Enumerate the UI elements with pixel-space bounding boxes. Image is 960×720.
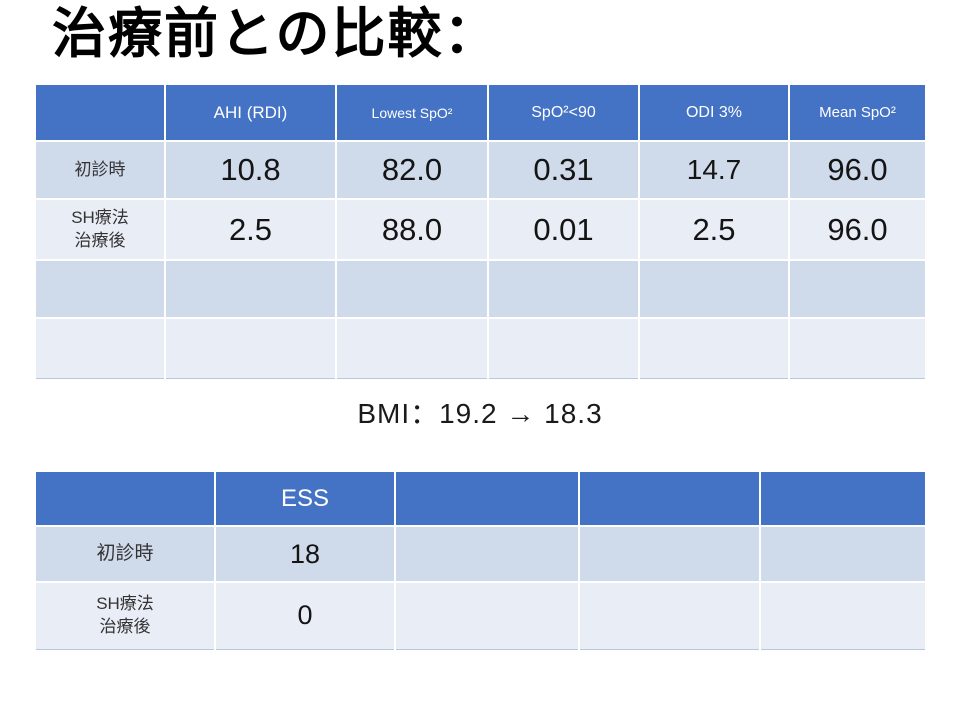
empty-cell <box>578 581 761 650</box>
cell-odi-after-treatment: 2.5 <box>638 198 790 261</box>
header-cell-stub <box>34 470 216 527</box>
header-cell-ess: ESS <box>214 470 396 527</box>
cell-lowest-spo2-first-visit: 82.0 <box>335 140 489 200</box>
empty-cell <box>487 317 640 379</box>
empty-cell <box>487 259 640 319</box>
cell-mean-spo2-first-visit: 96.0 <box>788 140 927 200</box>
empty-cell <box>164 259 337 319</box>
cell-lowest-spo2-after-treatment: 88.0 <box>335 198 489 261</box>
empty-cell <box>788 317 927 379</box>
header-cell-mean-spo2: Mean SpO² <box>788 83 927 142</box>
header-cell-odi: ODI 3% <box>638 83 790 142</box>
empty-cell <box>164 317 337 379</box>
bmi-change-text: BMI：19.2 → 18.3 <box>357 398 603 429</box>
results-table-ess: ESS 初診時 18 SH療法 治療後 0 <box>34 470 927 650</box>
header-cell-ahi: AHI (RDI) <box>164 83 337 142</box>
header-cell-stub <box>34 83 166 142</box>
cell-ahi-first-visit: 10.8 <box>164 140 337 200</box>
empty-cell <box>335 259 489 319</box>
cell-ess-first-visit: 18 <box>214 525 396 583</box>
row-label-first-visit: 初診時 <box>34 140 166 200</box>
empty-cell <box>578 525 761 583</box>
empty-cell <box>394 525 580 583</box>
empty-cell <box>759 581 927 650</box>
empty-cell <box>788 259 927 319</box>
row-label-empty <box>34 317 166 379</box>
header-cell-empty <box>394 470 580 527</box>
table-row-after-treatment: SH療法 治療後 2.5 88.0 0.01 2.5 96.0 <box>34 198 927 261</box>
table-row-after-treatment: SH療法 治療後 0 <box>34 581 927 650</box>
row-label-first-visit: 初診時 <box>34 525 216 583</box>
cell-odi-first-visit: 14.7 <box>638 140 790 200</box>
row-label-empty <box>34 259 166 319</box>
empty-cell <box>394 581 580 650</box>
page-title: 治療前との比較： <box>52 4 500 64</box>
table-row-first-visit: 初診時 10.8 82.0 0.31 14.7 96.0 <box>34 140 927 200</box>
empty-cell <box>638 317 790 379</box>
header-cell-lowest-spo2: Lowest SpO² <box>335 83 489 142</box>
table-header-row: AHI (RDI) Lowest SpO² SpO²<90 ODI 3% Mea… <box>34 83 927 142</box>
row-label-after-treatment: SH療法 治療後 <box>34 198 166 261</box>
header-cell-spo2-under-90: SpO²<90 <box>487 83 640 142</box>
empty-cell <box>759 525 927 583</box>
empty-cell <box>335 317 489 379</box>
header-cell-empty <box>578 470 761 527</box>
cell-ess-after-treatment: 0 <box>214 581 396 650</box>
header-cell-empty <box>759 470 927 527</box>
cell-mean-spo2-after-treatment: 96.0 <box>788 198 927 261</box>
cell-spo2-under-90-first-visit: 0.31 <box>487 140 640 200</box>
row-label-after-treatment: SH療法 治療後 <box>34 581 216 650</box>
empty-cell <box>638 259 790 319</box>
table-row-empty <box>34 259 927 319</box>
table-header-row: ESS <box>34 470 927 527</box>
results-table-sleep-metrics: AHI (RDI) Lowest SpO² SpO²<90 ODI 3% Mea… <box>34 83 927 379</box>
table-row-empty <box>34 317 927 379</box>
cell-ahi-after-treatment: 2.5 <box>164 198 337 261</box>
cell-spo2-under-90-after-treatment: 0.01 <box>487 198 640 261</box>
table-row-first-visit: 初診時 18 <box>34 525 927 583</box>
